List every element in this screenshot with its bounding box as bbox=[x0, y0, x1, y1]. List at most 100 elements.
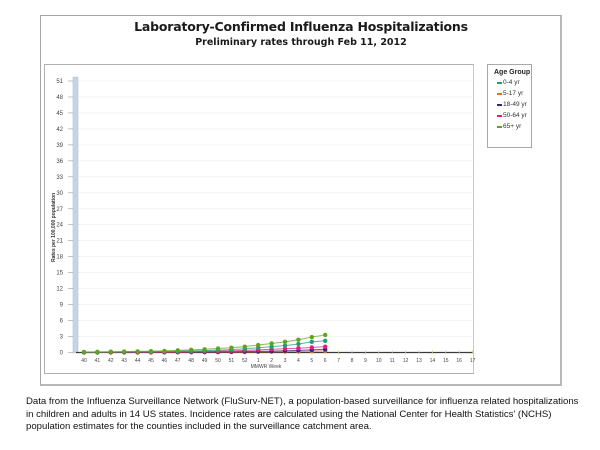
data-point[interactable] bbox=[242, 344, 247, 349]
y-tick-label: 48 bbox=[56, 95, 63, 101]
data-point[interactable] bbox=[256, 342, 261, 348]
x-tick-label: 15 bbox=[443, 358, 449, 364]
y-tick-label: 51 bbox=[56, 79, 63, 85]
x-tick-label: 14 bbox=[430, 358, 436, 364]
x-tick-label: 49 bbox=[202, 358, 208, 364]
data-point[interactable] bbox=[323, 332, 328, 338]
legend-label: 65+ yr bbox=[503, 123, 522, 130]
x-tick-label: 4 bbox=[297, 358, 300, 364]
y-tick-label: 3 bbox=[60, 335, 64, 341]
y-axis-scroll-bar[interactable] bbox=[72, 76, 79, 354]
data-point[interactable] bbox=[282, 343, 288, 348]
x-tick-label: 50 bbox=[215, 358, 221, 364]
legend-label: 18-49 yr bbox=[503, 101, 527, 108]
y-tick-label: 24 bbox=[56, 223, 63, 229]
data-point[interactable] bbox=[175, 348, 180, 353]
x-tick-label: 2 bbox=[270, 358, 273, 364]
legend-label: 0-4 yr bbox=[503, 79, 520, 86]
x-tick-label: 11 bbox=[390, 358, 395, 364]
x-tick-label: 8 bbox=[351, 358, 354, 364]
caption-text: Data from the Influenza Surveillance Net… bbox=[26, 396, 579, 432]
series-65-yr bbox=[81, 332, 328, 355]
x-tick-label: 40 bbox=[81, 358, 87, 364]
plot-frame bbox=[44, 64, 474, 374]
x-tick-label: 17 bbox=[470, 358, 476, 364]
legend: Age Group 0-4 yr 5-17 yr 18-49 yr 50-64 yr 6… bbox=[487, 64, 532, 148]
data-point[interactable] bbox=[229, 345, 234, 350]
data-point[interactable] bbox=[309, 334, 314, 340]
data-point[interactable] bbox=[202, 347, 207, 352]
legend-item[interactable]: 18-49 yr bbox=[497, 101, 531, 108]
data-point[interactable] bbox=[215, 346, 221, 351]
x-tick-label: 10 bbox=[376, 358, 382, 364]
x-tick-label: 48 bbox=[188, 358, 194, 364]
data-point[interactable] bbox=[296, 346, 301, 351]
x-tick-label: 6 bbox=[324, 358, 327, 364]
y-tick-label: 30 bbox=[56, 191, 63, 197]
x-tick-label: 42 bbox=[108, 358, 114, 364]
y-tick-label: 21 bbox=[56, 239, 63, 245]
y-tick-label: 42 bbox=[56, 127, 63, 133]
data-point[interactable] bbox=[323, 338, 328, 343]
legend-label: 50-64 yr bbox=[503, 112, 527, 119]
legend-title: Age Group bbox=[494, 69, 531, 76]
y-tick-label: 15 bbox=[56, 271, 63, 277]
y-tick-label: 0 bbox=[60, 351, 64, 357]
data-point[interactable] bbox=[135, 349, 140, 354]
x-axis-label: MMWR Week bbox=[251, 364, 282, 370]
legend-swatch-icon bbox=[497, 92, 502, 95]
x-tick-label: 51 bbox=[229, 358, 235, 364]
data-point[interactable] bbox=[323, 344, 328, 349]
legend-swatch-icon bbox=[497, 114, 502, 117]
legend-label: 5-17 yr bbox=[503, 90, 524, 97]
x-tick-label: 1 bbox=[257, 358, 260, 364]
legend-swatch-icon bbox=[497, 81, 502, 84]
data-point[interactable] bbox=[81, 349, 87, 355]
data-point[interactable] bbox=[122, 349, 127, 354]
data-point[interactable] bbox=[309, 339, 314, 345]
x-tick-label: 5 bbox=[310, 358, 313, 364]
chart-title: Laboratory-Confirmed Influenza Hospitali… bbox=[134, 19, 468, 34]
data-point[interactable] bbox=[162, 348, 167, 354]
x-tick-label: 43 bbox=[121, 358, 127, 364]
legend-swatch-icon bbox=[497, 125, 502, 128]
y-tick-label: 18 bbox=[56, 255, 63, 261]
x-tick-label: 46 bbox=[162, 358, 168, 364]
chart-outer-frame bbox=[40, 15, 562, 386]
gridlines bbox=[78, 80, 473, 337]
data-point[interactable] bbox=[148, 348, 154, 354]
x-tick-label: 47 bbox=[175, 358, 181, 364]
y-tick-label: 6 bbox=[60, 319, 64, 325]
data-point[interactable] bbox=[282, 339, 288, 345]
x-tick-label: 3 bbox=[284, 358, 287, 364]
x-tick-label: 41 bbox=[95, 358, 101, 364]
data-point[interactable] bbox=[269, 341, 274, 346]
legend-swatch-icon bbox=[497, 103, 502, 106]
x-tick-label: 44 bbox=[135, 358, 141, 364]
data-point[interactable] bbox=[296, 341, 301, 347]
data-point[interactable] bbox=[296, 337, 301, 342]
y-tick-label: 27 bbox=[56, 207, 63, 213]
data-point[interactable] bbox=[269, 344, 274, 349]
x-tick-label: 16 bbox=[456, 358, 462, 364]
y-axis-label: Rates per 100,000 population bbox=[51, 193, 57, 262]
x-tick-label: 12 bbox=[403, 358, 409, 364]
y-tick-label: 45 bbox=[56, 111, 63, 117]
legend-item[interactable]: 65+ yr bbox=[497, 123, 531, 130]
data-point[interactable] bbox=[309, 345, 314, 350]
data-point[interactable] bbox=[282, 346, 288, 351]
y-tick-label: 33 bbox=[56, 175, 63, 181]
legend-item[interactable]: 50-64 yr bbox=[497, 112, 531, 119]
legend-item[interactable]: 0-4 yr bbox=[497, 79, 531, 86]
x-tick-label: 7 bbox=[337, 358, 340, 364]
legend-item[interactable]: 5-17 yr bbox=[497, 90, 531, 97]
data-point[interactable] bbox=[189, 347, 194, 353]
data-point[interactable] bbox=[108, 349, 114, 354]
chart-subtitle: Preliminary rates through Feb 11, 2012 bbox=[195, 37, 407, 48]
data-point[interactable] bbox=[95, 349, 100, 355]
y-tick-label: 36 bbox=[56, 159, 63, 165]
y-tick-label: 12 bbox=[56, 287, 63, 293]
x-tick-label: 52 bbox=[242, 358, 248, 364]
